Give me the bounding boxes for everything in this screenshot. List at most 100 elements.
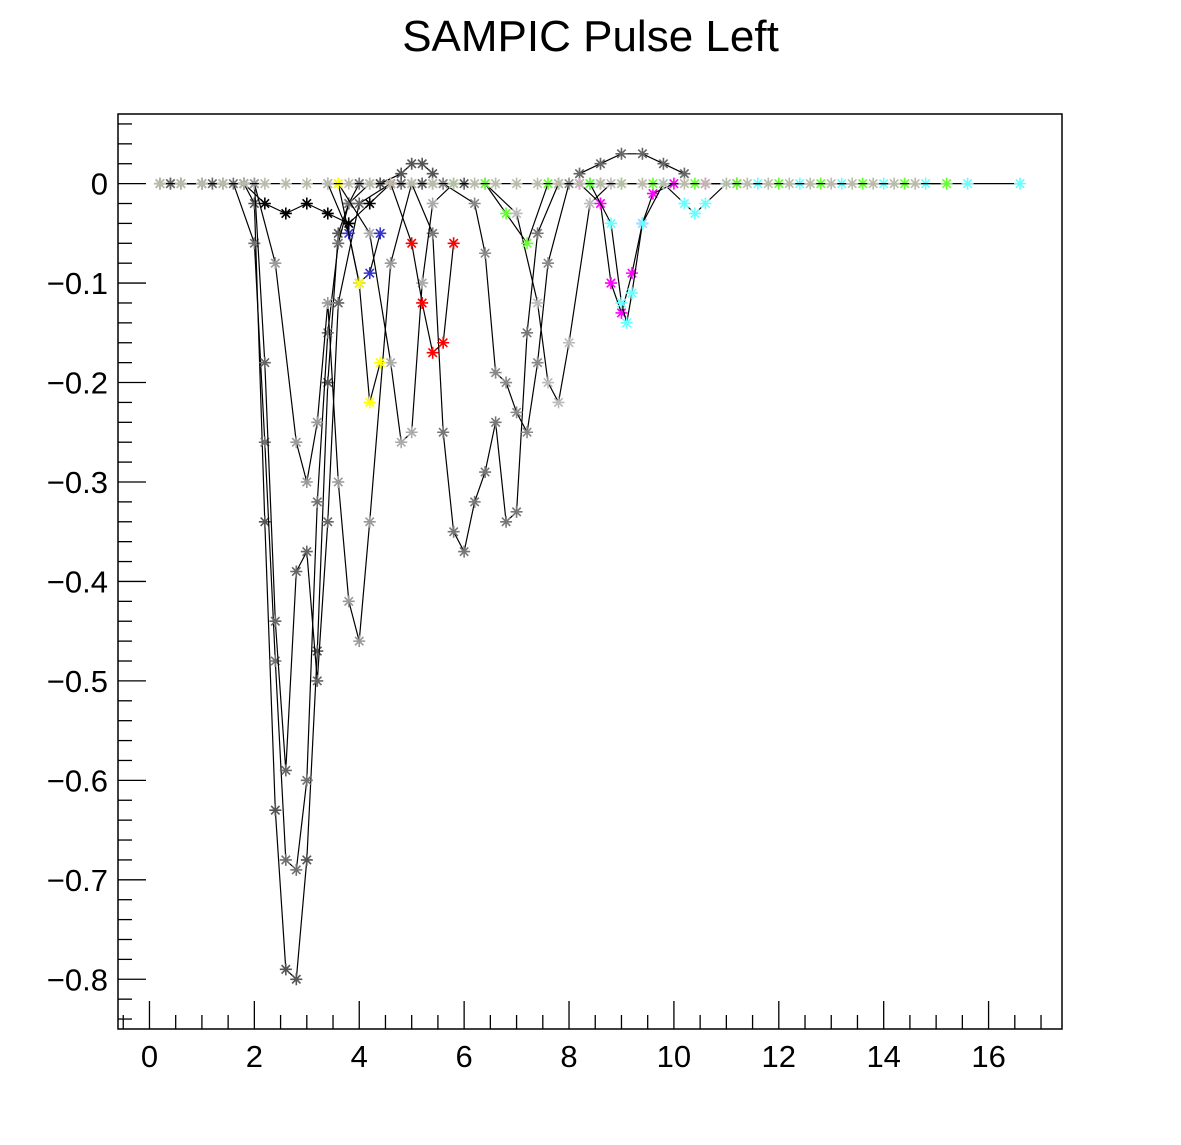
data-point [416, 277, 429, 290]
y-tick-label: −0.3 [47, 465, 108, 500]
data-point [563, 336, 576, 349]
data-point [332, 227, 345, 240]
y-tick-label: −0.5 [47, 664, 108, 699]
data-point [500, 376, 513, 389]
y-tick-label: −0.8 [47, 962, 108, 997]
data-point [363, 197, 376, 210]
data-point [699, 197, 712, 210]
data-point [426, 197, 439, 210]
data-point [447, 177, 460, 190]
series-line [170, 183, 433, 872]
data-point [531, 177, 544, 190]
axis-layer: 0 2 4 6 8 10 12 14 16 0 −0.1 −0.2 −0.3 −0.4 −0.5 −0.6 −0… [47, 123, 1042, 1074]
data-point [783, 177, 796, 190]
data-point [940, 177, 953, 190]
x-tick-label: 6 [456, 1039, 473, 1074]
data-point [447, 525, 460, 538]
data-point [531, 356, 544, 369]
x-tick-label: 8 [560, 1039, 577, 1074]
data-point [604, 277, 617, 290]
data-point [447, 237, 460, 250]
data-point [468, 495, 481, 508]
data-point [458, 545, 471, 558]
data-point [363, 515, 376, 528]
data-point [1014, 177, 1027, 190]
data-point [384, 257, 397, 270]
data-point [300, 853, 313, 866]
data-point [290, 565, 303, 578]
data-point [426, 346, 439, 359]
data-point [678, 167, 691, 180]
data-point [290, 436, 303, 449]
data-point [363, 227, 376, 240]
data-point [510, 406, 523, 419]
data-point [405, 157, 418, 170]
chart-title: SAMPIC Pulse Left [402, 12, 779, 61]
data-point [468, 177, 481, 190]
data-point [584, 197, 596, 210]
data-point [489, 366, 502, 379]
data-point [636, 177, 649, 190]
x-tick-label: 0 [141, 1039, 158, 1074]
data-point [311, 495, 324, 508]
data-point [395, 167, 408, 180]
x-tick-label: 4 [351, 1039, 368, 1074]
data-point [804, 177, 817, 190]
data-point [258, 436, 271, 449]
data-point [437, 336, 450, 349]
data-point [311, 645, 324, 658]
data-point [620, 316, 633, 329]
data-point [374, 356, 387, 369]
y-tick-label: 0 [91, 167, 108, 202]
data-point [594, 157, 607, 170]
data-point [500, 207, 513, 220]
data-point [699, 177, 712, 190]
data-point [248, 237, 261, 250]
data-point [269, 257, 282, 270]
data-point [258, 515, 271, 528]
data-point [311, 416, 324, 429]
series-line [484, 183, 612, 405]
data-point [678, 197, 691, 210]
data-point [405, 237, 418, 250]
data-point [353, 635, 366, 648]
y-tick-label: −0.1 [47, 266, 108, 301]
data-point [961, 177, 974, 190]
data-point [269, 655, 282, 668]
data-point [531, 227, 544, 240]
series-15 [573, 147, 691, 180]
data-point [321, 177, 334, 190]
data-point [153, 177, 166, 190]
data-point [321, 296, 334, 309]
data-point [342, 197, 355, 210]
data-point [279, 207, 292, 220]
data-point [237, 177, 250, 190]
y-tick-label: −0.4 [47, 564, 108, 599]
data-point [636, 217, 649, 230]
data-point [342, 177, 355, 190]
data-point [573, 177, 586, 190]
data-point [342, 595, 355, 608]
data-point [573, 167, 586, 180]
data-point [374, 227, 387, 240]
data-point [258, 177, 271, 190]
data-point [311, 674, 324, 687]
data-point [300, 545, 313, 558]
data-point [279, 177, 292, 190]
data-point [531, 296, 544, 309]
data-point [300, 475, 313, 488]
y-tick-label: −0.7 [47, 863, 108, 898]
data-point [300, 774, 313, 787]
data-point [636, 147, 649, 160]
x-tick-label: 10 [657, 1039, 691, 1074]
data-point [688, 207, 701, 220]
data-point [332, 296, 345, 309]
data-point [426, 167, 439, 180]
data-point [604, 217, 617, 230]
data-point [594, 177, 607, 190]
x-tick-label: 2 [246, 1039, 263, 1074]
data-point [416, 296, 429, 309]
data-point [332, 237, 345, 250]
data-point [195, 177, 208, 190]
